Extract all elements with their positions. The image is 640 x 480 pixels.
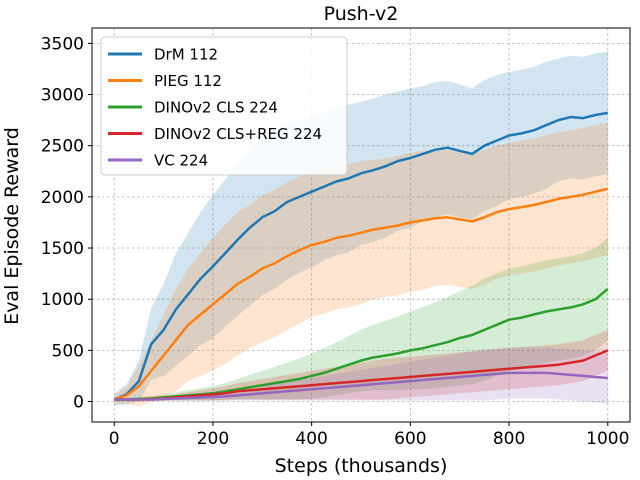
confidence-bands [114, 51, 608, 407]
band-pieg-112 [114, 122, 608, 407]
band-dinov2-cls-reg-224 [114, 329, 608, 401]
x-tick-label: 800 [493, 429, 525, 449]
legend-label-vc-224: VC 224 [154, 152, 208, 170]
x-tick-label: 0 [109, 429, 120, 449]
x-tick-label: 1000 [586, 429, 629, 449]
x-tick-label: 400 [295, 429, 327, 449]
x-axis-ticks: 0 200 400 600 800 1000 [109, 422, 629, 449]
band-dinov2-cls-224 [114, 237, 608, 401]
x-axis-label: Steps (thousands) [275, 455, 448, 477]
line-pieg-112 [113, 187, 609, 401]
y-tick-label: 2500 [41, 137, 84, 157]
y-tick-label: 0 [73, 393, 84, 413]
band-vc-224 [114, 347, 608, 404]
plot-frame [91, 27, 631, 423]
legend-entries: DrM 112 PIEG 112 DINOv2 CLS 224 DINOv2 CLS+… [108, 46, 322, 170]
line-drm-112 [113, 111, 609, 401]
y-tick-label: 1000 [41, 290, 84, 310]
line-vc-224 [114, 371, 608, 401]
y-tick-label: 3000 [41, 86, 84, 106]
x-tick-label: 600 [394, 429, 426, 449]
y-axis-ticks: 0 500 1000 1500 2000 2500 3000 3500 [41, 34, 92, 413]
y-tick-label: 500 [52, 341, 84, 361]
y-axis-label: Eval Episode Reward [1, 127, 23, 325]
legend-label-dinov2-cls-reg-224: DINOv2 CLS+REG 224 [154, 125, 322, 143]
legend-label-dinov2-cls-224: DINOv2 CLS 224 [154, 99, 278, 117]
series-lines [113, 111, 609, 401]
y-tick-label: 2000 [41, 188, 84, 208]
legend-label-pieg-112: PIEG 112 [154, 72, 222, 90]
y-tick-label: 1500 [41, 239, 84, 259]
band-drm-112 [114, 51, 608, 406]
legend-box [100, 36, 348, 176]
legend-label-drm-112: DrM 112 [154, 46, 218, 64]
legend: DrM 112 PIEG 112 DINOv2 CLS 224 DINOv2 CLS+… [100, 36, 348, 176]
line-dinov2-cls-reg-224 [114, 349, 609, 401]
x-tick-label: 200 [197, 429, 229, 449]
chart-title: Push-v2 [324, 3, 399, 25]
y-tick-label: 3500 [41, 34, 84, 54]
